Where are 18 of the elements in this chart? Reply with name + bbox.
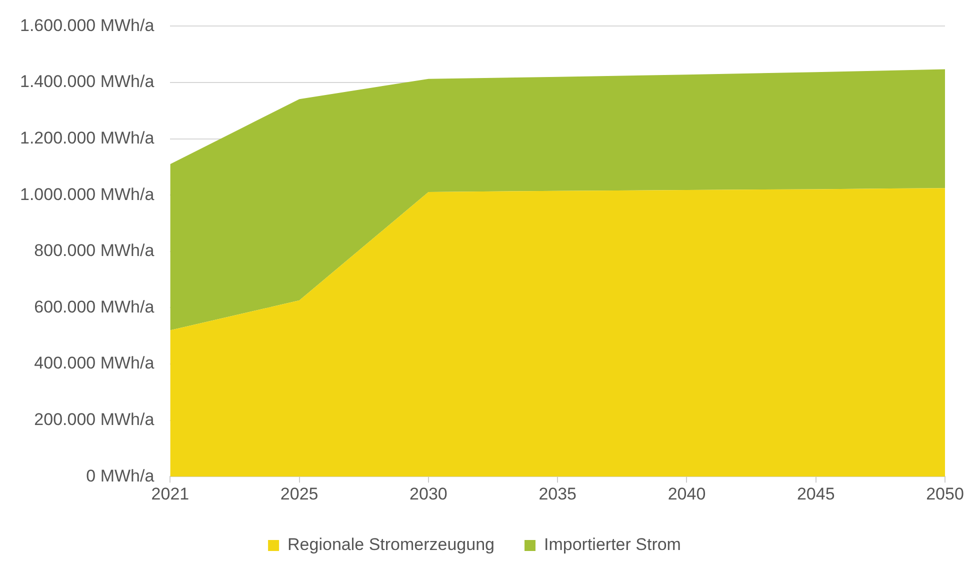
- x-tick-label: 2040: [668, 484, 706, 504]
- x-tick-label: 2045: [796, 484, 835, 504]
- y-tick-label: 1.000.000 MWh/a: [20, 184, 155, 204]
- x-tick-label: 2021: [151, 484, 190, 504]
- y-tick-label: 200.000 MWh/a: [34, 410, 155, 429]
- x-tick-label: 2035: [538, 484, 577, 504]
- y-tick-label: 800.000 MWh/a: [34, 241, 155, 260]
- y-tick-label: 600.000 MWh/a: [34, 297, 155, 316]
- y-tick-label: 400.000 MWh/a: [34, 354, 155, 373]
- legend-label: Importierter Strom: [544, 535, 681, 554]
- y-tick-label: 1.200.000 MWh/a: [20, 128, 155, 148]
- x-tick-label: 2025: [280, 484, 318, 504]
- y-tick-label: 1.400.000 MWh/a: [20, 72, 155, 92]
- y-tick-label: 0 MWh/a: [86, 466, 155, 486]
- y-tick-label: 1.600.000 MWh/a: [20, 16, 155, 35]
- x-tick-label: 2030: [410, 484, 448, 504]
- x-tick-label: 2050: [926, 484, 964, 504]
- legend-label: Regionale Stromerzeugung: [288, 535, 494, 554]
